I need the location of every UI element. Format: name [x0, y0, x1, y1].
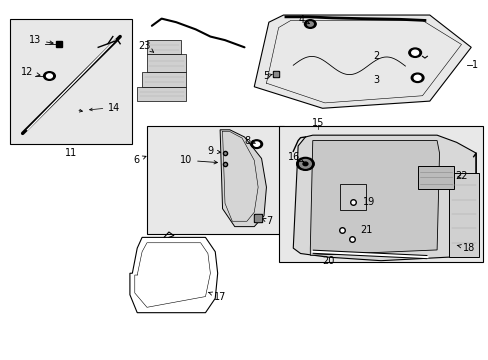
Text: 16: 16 — [287, 152, 303, 162]
Circle shape — [411, 50, 418, 55]
Circle shape — [299, 159, 311, 168]
Text: 5: 5 — [263, 71, 272, 81]
Text: 19: 19 — [362, 197, 374, 207]
Bar — [448, 173, 478, 257]
Bar — [137, 87, 185, 101]
Text: 6: 6 — [133, 155, 146, 165]
Text: 3: 3 — [372, 75, 378, 85]
Polygon shape — [220, 130, 266, 226]
Bar — [147, 40, 181, 54]
Text: 7: 7 — [262, 216, 271, 226]
Text: 15: 15 — [311, 118, 323, 128]
Polygon shape — [130, 237, 217, 313]
Text: 18: 18 — [456, 243, 474, 253]
Bar — [278, 126, 483, 262]
Circle shape — [253, 142, 259, 146]
Text: 17: 17 — [208, 292, 226, 302]
Text: 12: 12 — [21, 67, 40, 77]
Bar — [147, 54, 185, 72]
Circle shape — [408, 48, 421, 57]
Bar — [142, 72, 185, 87]
Text: 2: 2 — [372, 51, 379, 61]
Text: 1: 1 — [471, 60, 477, 70]
Text: 9: 9 — [207, 146, 220, 156]
Bar — [339, 184, 366, 211]
Circle shape — [304, 20, 316, 28]
Circle shape — [250, 140, 262, 148]
Text: 8: 8 — [244, 136, 255, 145]
Text: 20: 20 — [322, 256, 334, 266]
Polygon shape — [254, 15, 470, 108]
Text: 4: 4 — [298, 15, 309, 26]
Circle shape — [43, 72, 55, 80]
Bar — [417, 166, 453, 189]
Text: 21: 21 — [360, 225, 372, 235]
Circle shape — [410, 73, 423, 82]
Text: 11: 11 — [65, 148, 78, 158]
Bar — [147, 126, 283, 234]
Bar — [10, 19, 132, 144]
Polygon shape — [293, 135, 475, 261]
Circle shape — [46, 74, 52, 78]
Circle shape — [303, 162, 307, 166]
Text: 23: 23 — [138, 41, 153, 52]
Circle shape — [296, 157, 314, 170]
Text: 22: 22 — [454, 171, 467, 181]
Circle shape — [307, 22, 313, 26]
Text: 10: 10 — [180, 155, 217, 165]
Text: 14: 14 — [108, 103, 120, 113]
Polygon shape — [310, 140, 439, 255]
Circle shape — [413, 75, 420, 80]
Text: 13: 13 — [29, 35, 53, 45]
